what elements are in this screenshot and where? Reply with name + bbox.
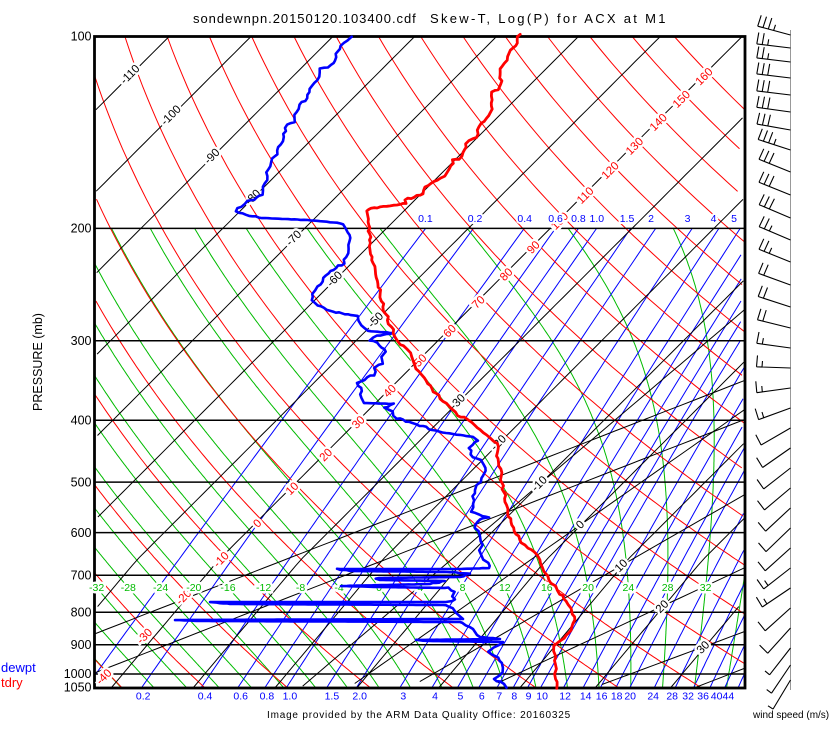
svg-text:12: 12 (499, 582, 511, 594)
svg-text:0.8: 0.8 (260, 691, 275, 703)
svg-text:28: 28 (662, 582, 674, 594)
svg-text:800: 800 (71, 605, 92, 619)
svg-text:24: 24 (623, 582, 635, 594)
svg-text:400: 400 (71, 414, 92, 428)
svg-text:28: 28 (666, 691, 678, 703)
svg-text:-4: -4 (334, 582, 343, 594)
svg-text:32: 32 (700, 582, 712, 594)
svg-text:20: 20 (582, 582, 594, 594)
svg-text:1000: 1000 (64, 667, 92, 681)
svg-text:0.6: 0.6 (548, 213, 563, 225)
svg-text:-28: -28 (121, 582, 136, 594)
svg-text:1.5: 1.5 (620, 213, 635, 225)
svg-text:0.8: 0.8 (571, 213, 586, 225)
svg-text:-12: -12 (256, 582, 271, 594)
svg-text:0.2: 0.2 (468, 213, 483, 225)
svg-text:44: 44 (723, 691, 735, 703)
svg-text:18: 18 (611, 691, 623, 703)
svg-text:40: 40 (711, 691, 723, 703)
svg-text:0.2: 0.2 (136, 691, 151, 703)
svg-text:wind speed (m/s): wind speed (m/s) (752, 710, 829, 721)
svg-text:0.1: 0.1 (418, 213, 433, 225)
svg-text:Image provided by the ARM Data: Image provided by the ARM Data Quality O… (267, 710, 571, 721)
svg-text:16: 16 (596, 691, 608, 703)
svg-text:-16: -16 (220, 582, 235, 594)
svg-text:tdry: tdry (1, 675, 23, 690)
svg-text:1050: 1050 (64, 681, 92, 695)
svg-text:14: 14 (580, 691, 592, 703)
svg-text:3: 3 (400, 691, 406, 703)
svg-text:PRESSURE (mb): PRESSURE (mb) (31, 313, 45, 411)
svg-text:3: 3 (685, 213, 691, 225)
svg-text:-32: -32 (89, 582, 104, 594)
svg-text:-20: -20 (186, 582, 201, 594)
svg-text:2: 2 (648, 213, 654, 225)
svg-text:7: 7 (496, 691, 502, 703)
svg-text:10: 10 (536, 691, 548, 703)
svg-text:24: 24 (647, 691, 659, 703)
svg-text:5: 5 (731, 213, 737, 225)
svg-text:-24: -24 (153, 582, 168, 594)
svg-text:200: 200 (71, 222, 92, 236)
svg-text:8: 8 (460, 582, 466, 594)
svg-text:6: 6 (479, 691, 485, 703)
svg-text:9: 9 (526, 691, 532, 703)
svg-text:900: 900 (71, 638, 92, 652)
svg-text:5: 5 (457, 691, 463, 703)
svg-text:100: 100 (71, 30, 92, 44)
svg-text:12: 12 (559, 691, 571, 703)
svg-text:300: 300 (71, 334, 92, 348)
svg-text:600: 600 (71, 526, 92, 540)
svg-text:1.0: 1.0 (283, 691, 298, 703)
svg-text:dewpt: dewpt (1, 660, 36, 675)
svg-text:32: 32 (682, 691, 694, 703)
svg-text:4: 4 (432, 691, 438, 703)
svg-text:0.6: 0.6 (233, 691, 248, 703)
svg-text:2.0: 2.0 (352, 691, 367, 703)
svg-text:1.0: 1.0 (589, 213, 604, 225)
svg-text:8: 8 (511, 691, 517, 703)
svg-text:500: 500 (71, 475, 92, 489)
svg-text:36: 36 (697, 691, 709, 703)
svg-text:4: 4 (711, 213, 717, 225)
svg-text:0.4: 0.4 (517, 213, 532, 225)
svg-text:700: 700 (71, 569, 92, 583)
svg-text:20: 20 (624, 691, 636, 703)
svg-text:Skew-T, Log(P) for ACX at M1: Skew-T, Log(P) for ACX at M1 (430, 11, 668, 26)
svg-text:1.5: 1.5 (325, 691, 340, 703)
svg-text:sondewnpn.20150120.103400.cdf: sondewnpn.20150120.103400.cdf (193, 11, 417, 26)
svg-text:-8: -8 (296, 582, 305, 594)
svg-text:0.4: 0.4 (198, 691, 213, 703)
